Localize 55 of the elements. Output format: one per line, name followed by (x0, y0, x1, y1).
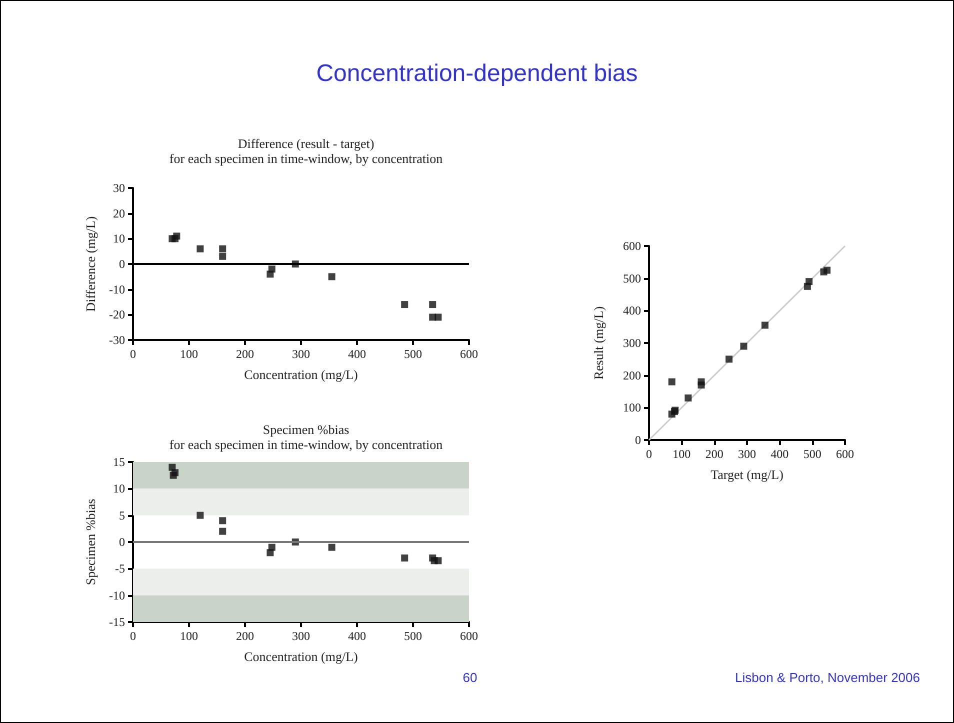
x-tick-label: 100 (180, 629, 198, 643)
chart-subtitle: for each specimen in time-window, by concentration (169, 151, 444, 166)
y-tick-label: 600 (623, 239, 641, 253)
chart-subtitle: for each specimen in time-window, by concentration (169, 437, 444, 452)
y-axis-title: Specimen %bias (83, 498, 98, 586)
x-axis-title: Target (mg/L) (710, 467, 784, 482)
y-tick-label: 0 (635, 433, 641, 447)
x-tick-label: 500 (803, 447, 822, 461)
x-tick-label: 500 (404, 347, 422, 361)
y-tick-label: -10 (109, 588, 125, 602)
y-tick-label: 300 (623, 336, 641, 350)
x-tick-label: 300 (292, 347, 310, 361)
y-tick-label: 200 (623, 368, 641, 382)
y-tick-label: -10 (109, 282, 125, 296)
x-tick-label: 500 (404, 629, 422, 643)
y-tick-label: -15 (109, 615, 125, 629)
x-tick-label: 400 (348, 629, 366, 643)
x-tick-label: 100 (672, 447, 691, 461)
x-tick-label: 100 (180, 347, 198, 361)
y-tick-label: 10 (113, 482, 125, 496)
x-tick-label: 400 (348, 347, 366, 361)
y-tick-label: -30 (109, 333, 125, 347)
y-axis-title: Difference (mg/L) (83, 216, 98, 312)
x-tick-label: 600 (836, 447, 854, 461)
y-tick-label: 20 (113, 206, 125, 220)
y-tick-label: 0 (119, 535, 125, 549)
text: Concentration-dependent bias (315, 60, 639, 88)
y-tick-label: 10 (113, 232, 125, 246)
chart-title: Difference (result - target) (238, 136, 374, 151)
x-tick-label: 600 (460, 629, 478, 643)
y-tick-label: 500 (623, 271, 641, 286)
x-tick-label: 0 (130, 347, 136, 361)
x-tick-label: 300 (292, 629, 310, 643)
y-tick-label: 0 (119, 257, 125, 271)
y-axis-title: Result (mg/L) (591, 306, 606, 380)
y-tick-label: 15 (113, 455, 125, 469)
text: 60 (462, 670, 478, 685)
y-tick-label: -20 (109, 308, 125, 322)
y-tick-label: 400 (623, 304, 641, 318)
x-tick-label: 300 (738, 447, 756, 461)
x-axis-title: Concentration (mg/L) (244, 367, 358, 382)
text: Lisbon & Porto, November 2006 (734, 670, 920, 685)
x-axis-title: Concentration (mg/L) (244, 649, 358, 664)
y-tick-label: 100 (623, 400, 641, 415)
y-tick-label: -5 (115, 562, 125, 576)
x-tick-label: 600 (460, 347, 478, 361)
x-tick-label: 0 (646, 447, 652, 461)
x-tick-label: 200 (236, 347, 254, 361)
x-tick-label: 400 (770, 447, 789, 461)
x-tick-label: 200 (705, 447, 724, 461)
x-tick-label: 200 (236, 629, 254, 643)
chart-title: Specimen %bias (262, 422, 350, 437)
x-tick-label: 0 (130, 629, 136, 643)
y-tick-label: 30 (113, 181, 125, 195)
y-tick-label: 5 (119, 508, 125, 522)
